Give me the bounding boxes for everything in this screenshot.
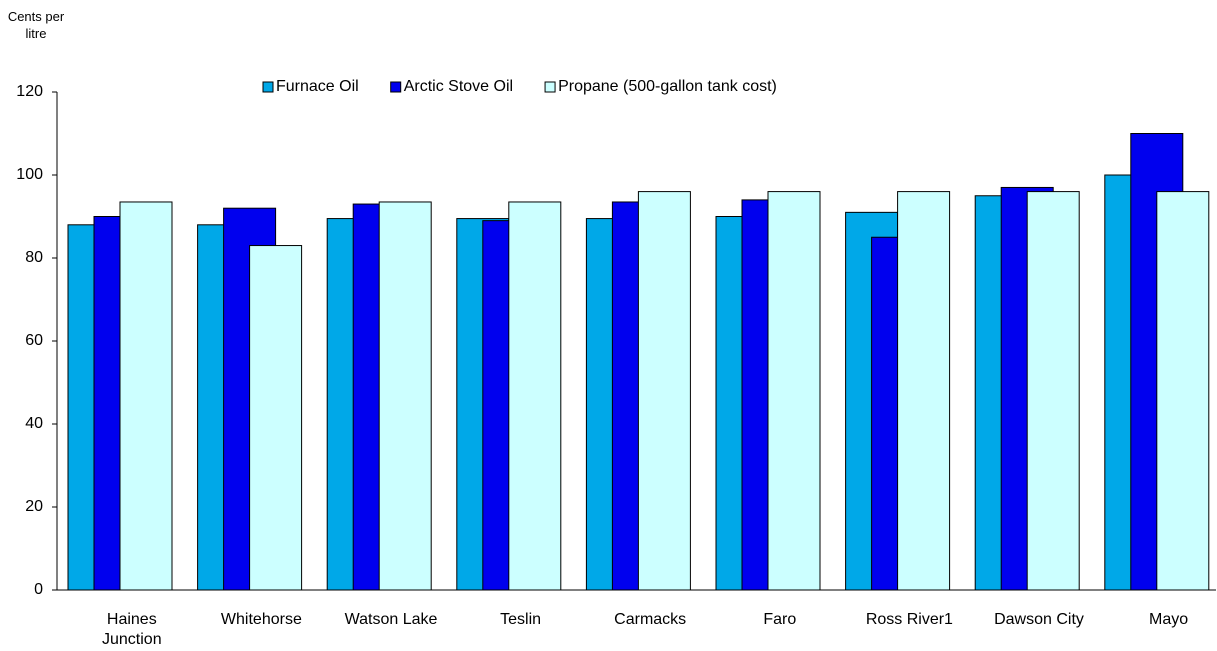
bar bbox=[637, 191, 691, 591]
x-tick-label: Dawson City bbox=[994, 611, 1084, 628]
bar bbox=[1026, 191, 1080, 591]
x-tick-label: Whitehorse bbox=[220, 611, 302, 628]
y-tick-label: 120 bbox=[16, 83, 43, 100]
x-tick-label: Watson Lake bbox=[344, 611, 438, 628]
y-axis-label: Cents per litre bbox=[7, 9, 65, 41]
bar bbox=[508, 201, 562, 591]
y-tick-label: 80 bbox=[25, 249, 43, 266]
x-tick-label: Faro bbox=[763, 611, 797, 628]
bar bbox=[249, 245, 303, 591]
y-tick-label: 20 bbox=[25, 498, 43, 515]
y-tick-label: 100 bbox=[16, 166, 43, 183]
x-tick-label: Mayo bbox=[1149, 611, 1189, 628]
legend-label: Furnace Oil bbox=[276, 78, 359, 95]
bar bbox=[767, 191, 821, 591]
legend-swatch bbox=[390, 81, 402, 93]
bar bbox=[119, 201, 173, 591]
x-tick-label: Haines Junction bbox=[102, 611, 162, 648]
y-tick-label: 0 bbox=[34, 581, 43, 598]
bar bbox=[378, 201, 432, 591]
x-tick-label: Carmacks bbox=[614, 611, 687, 628]
legend-swatch bbox=[262, 81, 274, 93]
legend-swatch bbox=[544, 81, 556, 93]
bar bbox=[1156, 191, 1210, 591]
legend-label: Propane (500-gallon tank cost) bbox=[558, 78, 777, 95]
y-tick-label: 60 bbox=[25, 332, 43, 349]
x-tick-label: Ross River1 bbox=[865, 611, 953, 628]
legend-label: Arctic Stove Oil bbox=[404, 78, 513, 95]
y-tick-label: 40 bbox=[25, 415, 43, 432]
bar bbox=[897, 191, 951, 591]
x-tick-label: Teslin bbox=[500, 611, 542, 628]
